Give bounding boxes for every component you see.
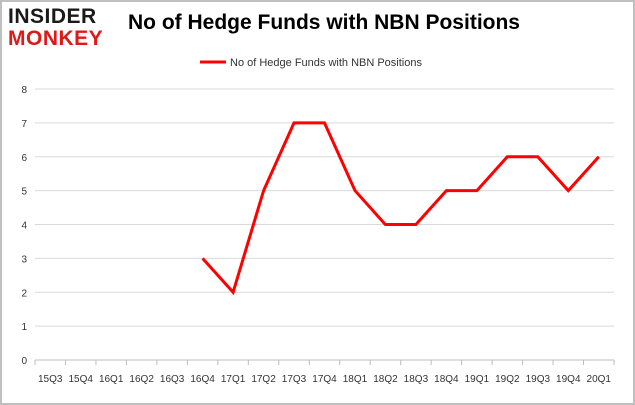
x-tick-labels: 15Q3 15Q4 16Q1 16Q2 16Q3 16Q4 17Q1 17Q2 17Q3 17Q4… — [34, 360, 615, 385]
series-lines — [201, 121, 600, 296]
insider-monkey-logo: INSIDER MONKEY — [8, 4, 112, 50]
x-tick-label: 17Q4 — [312, 374, 337, 385]
y-tick-label: 3 — [21, 254, 27, 265]
y-tick-labels: 0 1 2 3 4 5 6 7 8 — [21, 85, 27, 367]
y-tick-label: 1 — [21, 322, 27, 333]
x-tick-label: 18Q4 — [434, 374, 459, 385]
y-tick-label: 5 — [21, 187, 27, 198]
x-tick-label: 16Q3 — [160, 374, 185, 385]
y-tick-label: 4 — [21, 221, 27, 232]
x-tick-label: 16Q2 — [129, 374, 154, 385]
x-tick-label: 17Q3 — [282, 374, 307, 385]
x-tick-label: 18Q1 — [343, 374, 368, 385]
x-tick-label: 15Q4 — [68, 374, 93, 385]
y-tick-label: 7 — [21, 119, 27, 130]
gridlines — [35, 88, 614, 361]
x-tick-label: 18Q2 — [373, 374, 398, 385]
x-tick-label: 17Q1 — [221, 374, 246, 385]
x-tick-label: 16Q1 — [99, 374, 124, 385]
logo-line2: MONKEY — [8, 27, 104, 50]
x-tick-label: 16Q4 — [190, 374, 215, 385]
legend: No of Hedge Funds with NBN Positions — [200, 57, 422, 69]
series-line — [201, 121, 600, 296]
y-tick-label: 2 — [21, 288, 27, 299]
x-tick-label: 20Q1 — [587, 374, 612, 385]
x-tick-label: 18Q3 — [404, 374, 429, 385]
y-tick-label: 6 — [21, 153, 27, 164]
x-tick-label: 19Q1 — [465, 374, 490, 385]
chart-title: No of Hedge Funds with NBN Positions — [128, 11, 520, 34]
legend-label: No of Hedge Funds with NBN Positions — [230, 57, 422, 69]
y-tick-label: 0 — [21, 356, 27, 367]
x-tick-label: 17Q2 — [251, 374, 276, 385]
x-tick-label: 19Q3 — [526, 374, 551, 385]
x-tick-label: 19Q2 — [495, 374, 520, 385]
x-tick-label: 15Q3 — [38, 374, 63, 385]
y-tick-label: 8 — [21, 85, 27, 96]
x-tick-label: 19Q4 — [556, 374, 581, 385]
logo-line1: INSIDER — [8, 5, 97, 28]
